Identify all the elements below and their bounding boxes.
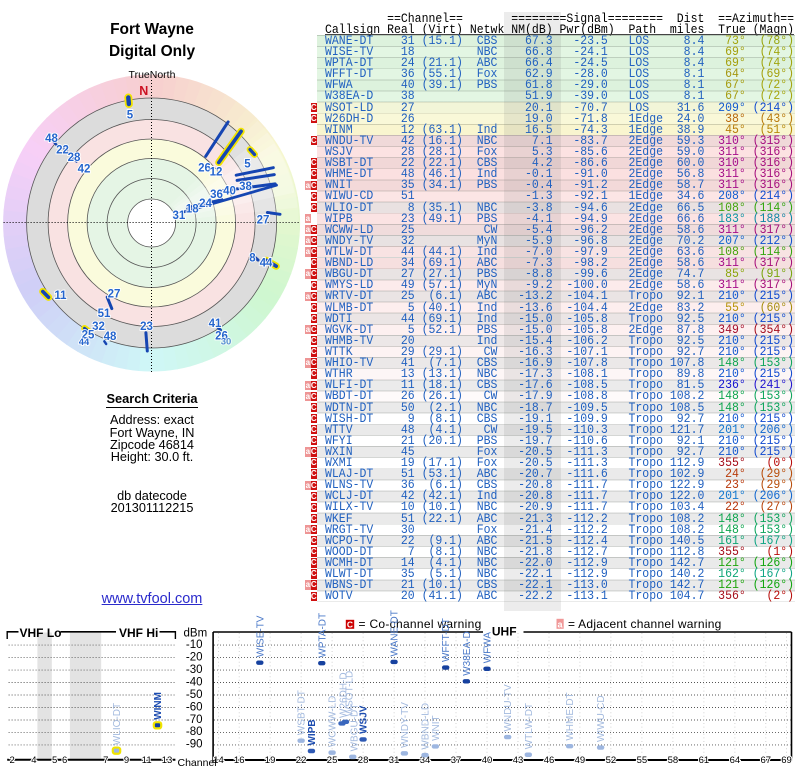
svg-text:11: 11 xyxy=(142,755,152,766)
svg-text:4: 4 xyxy=(31,755,36,766)
svg-text:-30: -30 xyxy=(186,664,203,676)
svg-text:24: 24 xyxy=(199,198,212,210)
svg-text:34: 34 xyxy=(420,755,431,766)
svg-text:WHME-DT: WHME-DT xyxy=(565,692,576,740)
svg-text:WSOT-LD: WSOT-LD xyxy=(345,671,356,717)
svg-text:WCWW-LD: WCWW-LD xyxy=(328,696,339,747)
svg-text:31: 31 xyxy=(389,755,400,766)
svg-text:55: 55 xyxy=(637,755,648,766)
svg-text:-60: -60 xyxy=(186,701,203,713)
svg-text:dBm: dBm xyxy=(184,627,208,639)
svg-text:Channel: Channel xyxy=(178,757,217,768)
svg-text:WSJV: WSJV xyxy=(359,705,370,734)
svg-text:VHF Lo: VHF Lo xyxy=(20,626,62,640)
svg-text:27: 27 xyxy=(257,215,270,227)
svg-text:16: 16 xyxy=(234,755,245,766)
svg-text:11: 11 xyxy=(54,290,67,302)
svg-text:8: 8 xyxy=(249,253,256,265)
svg-text:48: 48 xyxy=(45,133,58,145)
svg-text:25: 25 xyxy=(82,330,95,342)
svg-text:-70: -70 xyxy=(186,714,203,726)
svg-text:12: 12 xyxy=(210,167,223,179)
svg-text:= Adjacent channel warning: = Adjacent channel warning xyxy=(568,617,722,631)
svg-text:6: 6 xyxy=(62,755,67,766)
svg-text:W26DH-D: W26DH-D xyxy=(339,672,350,718)
svg-text:40: 40 xyxy=(223,186,236,198)
svg-text:36: 36 xyxy=(210,189,223,201)
svg-text:64: 64 xyxy=(730,755,741,766)
svg-text:38: 38 xyxy=(239,181,252,193)
svg-text:C: C xyxy=(347,619,353,629)
svg-text:49: 49 xyxy=(575,755,586,766)
svg-text:23: 23 xyxy=(140,321,153,333)
svg-text:-80: -80 xyxy=(186,726,203,738)
svg-text:46: 46 xyxy=(544,755,555,766)
svg-text:-20: -20 xyxy=(186,651,203,663)
svg-text:WBND-LD: WBND-LD xyxy=(421,703,432,750)
svg-text:-10: -10 xyxy=(186,639,203,651)
svg-text:a: a xyxy=(557,619,563,629)
svg-text:69: 69 xyxy=(781,755,792,766)
svg-text:7: 7 xyxy=(103,755,108,766)
svg-text:5: 5 xyxy=(52,755,57,766)
svg-text:43: 43 xyxy=(513,755,524,766)
svg-text:28: 28 xyxy=(68,152,81,164)
svg-text:-40: -40 xyxy=(186,676,203,688)
svg-text:18: 18 xyxy=(186,203,199,215)
svg-text:31: 31 xyxy=(173,210,186,222)
svg-text:14: 14 xyxy=(213,755,224,766)
svg-text:48: 48 xyxy=(104,331,117,343)
svg-text:22: 22 xyxy=(56,145,69,157)
svg-text:44: 44 xyxy=(260,258,273,270)
svg-text:WINM: WINM xyxy=(153,692,164,720)
svg-text:37: 37 xyxy=(451,755,462,766)
svg-text:VHF Hi: VHF Hi xyxy=(119,626,158,640)
svg-text:51: 51 xyxy=(98,308,111,320)
svg-text:WIPB: WIPB xyxy=(307,719,318,745)
svg-text:WIWU-CD: WIWU-CD xyxy=(596,695,607,742)
svg-text:67: 67 xyxy=(761,755,772,766)
svg-text:2: 2 xyxy=(10,755,15,766)
svg-text:WPTA-DT: WPTA-DT xyxy=(317,613,328,658)
svg-text:61: 61 xyxy=(699,755,710,766)
svg-text:-50: -50 xyxy=(186,689,203,701)
svg-text:52: 52 xyxy=(606,755,617,766)
svg-text:WFFT-DT: WFFT-DT xyxy=(441,618,452,662)
svg-text:WNIT: WNIT xyxy=(431,715,442,741)
svg-text:WTLW-DT: WTLW-DT xyxy=(524,703,535,749)
svg-text:19: 19 xyxy=(265,755,276,766)
svg-text:UHF: UHF xyxy=(492,625,517,639)
svg-text:30: 30 xyxy=(221,337,232,348)
svg-text:5: 5 xyxy=(127,110,134,122)
svg-text:WANE-DT: WANE-DT xyxy=(390,610,401,656)
svg-text:= Co-channel warning: = Co-channel warning xyxy=(359,617,482,631)
svg-text:-90: -90 xyxy=(186,739,203,751)
svg-text:WNDY-TV: WNDY-TV xyxy=(400,702,411,748)
svg-text:25: 25 xyxy=(327,755,338,766)
svg-text:WNDU-TV: WNDU-TV xyxy=(503,684,514,732)
svg-text:28: 28 xyxy=(358,755,369,766)
svg-text:41: 41 xyxy=(209,318,222,330)
svg-text:27: 27 xyxy=(108,289,121,301)
svg-text:40: 40 xyxy=(482,755,493,766)
svg-text:5: 5 xyxy=(244,159,251,171)
svg-text:WSBT-DT: WSBT-DT xyxy=(297,690,308,735)
svg-text:22: 22 xyxy=(296,755,307,766)
svg-text:44: 44 xyxy=(79,337,90,348)
svg-text:58: 58 xyxy=(668,755,679,766)
svg-text:32: 32 xyxy=(92,321,105,333)
svg-text:26: 26 xyxy=(215,331,228,343)
svg-text:WBGU-DT: WBGU-DT xyxy=(350,704,361,752)
svg-text:W38EA-D: W38EA-D xyxy=(462,631,473,675)
svg-text:13: 13 xyxy=(162,755,173,766)
svg-text:WFWA: WFWA xyxy=(483,632,494,664)
svg-text:42: 42 xyxy=(78,164,91,176)
svg-text:26: 26 xyxy=(198,163,211,175)
svg-text:9: 9 xyxy=(124,755,129,766)
svg-text:WISE-TV: WISE-TV xyxy=(255,615,266,657)
svg-text:WLIO-DT: WLIO-DT xyxy=(112,703,123,745)
